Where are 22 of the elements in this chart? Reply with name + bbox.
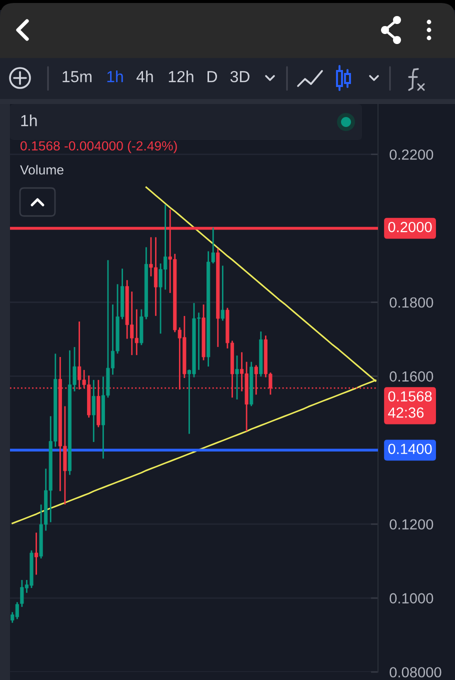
annotation: Volume xyxy=(20,164,64,175)
ref-line-label: 0.1400 xyxy=(388,444,432,454)
text: 1h xyxy=(107,70,123,82)
y-tick-label: 0.1200 xyxy=(390,519,434,530)
ref-line-label: 0.1568 42:36 xyxy=(388,391,432,418)
text: 12h xyxy=(168,70,194,82)
y-tick-label: 0.08000 xyxy=(390,667,442,678)
text: D xyxy=(208,71,218,82)
y-tick-label: 0.2200 xyxy=(390,149,434,160)
y-tick-label: 0.1000 xyxy=(390,593,434,604)
y-tick-label: 0.1800 xyxy=(390,297,434,308)
ref-line-label: 0.2000 xyxy=(388,222,432,232)
candlestick xyxy=(92,380,96,442)
candlestick xyxy=(235,356,239,400)
text: 1h xyxy=(21,114,37,126)
text: 15m xyxy=(62,71,92,82)
text: 3D xyxy=(230,70,250,82)
candlestick xyxy=(220,266,224,321)
text: 4h xyxy=(136,70,153,82)
candlestick xyxy=(34,532,38,575)
y-tick-label: 0.1600 xyxy=(390,371,434,382)
text: 0.1568 -0.004000 (-2.49%) xyxy=(20,140,177,154)
